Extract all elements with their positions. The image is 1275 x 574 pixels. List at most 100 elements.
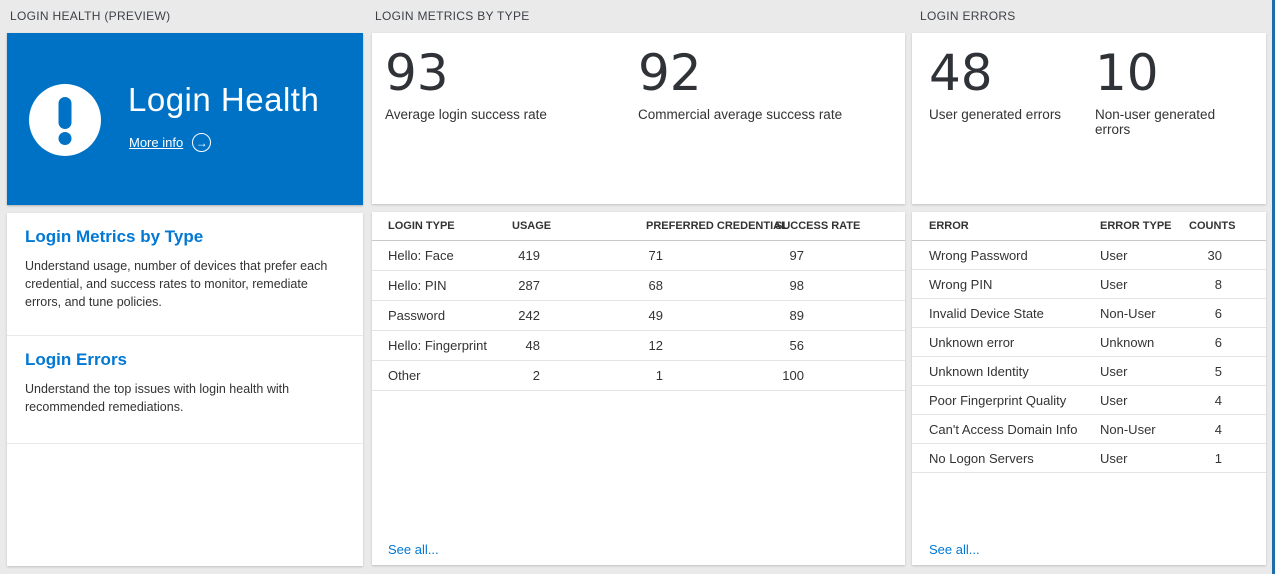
exclamation-circle-icon — [29, 84, 101, 156]
cell-counts: 4 — [1214, 393, 1222, 408]
cell-error-type: Unknown — [1100, 335, 1155, 350]
cell-success-rate: 89 — [789, 308, 804, 323]
stat-label: Non-user generated errors — [1095, 107, 1216, 137]
cell-preferred-credential: 71 — [648, 248, 663, 263]
cell-success-rate: 100 — [782, 368, 804, 383]
cell-login-type: Password — [388, 308, 446, 323]
cell-error-type: User — [1100, 277, 1128, 292]
column-header-success-rate: SUCCESS RATE — [775, 220, 861, 232]
stat-label: Average login success rate — [385, 107, 547, 122]
stat-value: 93 — [385, 44, 449, 102]
cell-error: Can't Access Domain Info — [929, 422, 1078, 437]
metrics-table-body: Hello: Face 419 71 97 Hello: PIN 287 68 … — [372, 241, 905, 391]
cell-preferred-credential: 68 — [648, 278, 663, 293]
cell-counts: 5 — [1214, 364, 1222, 379]
stat-value: 92 — [638, 44, 702, 102]
cell-error-type: Non-User — [1100, 306, 1156, 321]
cell-counts: 4 — [1214, 422, 1222, 437]
table-row: Unknown error Unknown 6 — [912, 328, 1266, 357]
stat-value: 10 — [1095, 44, 1159, 102]
cell-counts: 6 — [1214, 335, 1222, 350]
column-header-preferred-credential: PREFERRED CREDENTIAL — [646, 220, 788, 232]
table-row: Invalid Device State Non-User 6 — [912, 299, 1266, 328]
nav-item-login-errors[interactable]: Login Errors Understand the top issues w… — [7, 336, 363, 444]
cell-counts: 30 — [1207, 248, 1222, 263]
section-header-login-errors: LOGIN ERRORS — [920, 9, 1016, 23]
login-health-tile[interactable]: Login Health More info → — [7, 33, 363, 205]
cell-login-type: Hello: PIN — [388, 278, 447, 293]
cell-error: Unknown Identity — [929, 364, 1029, 379]
stat-non-user-generated-errors: 10 Non-user generated errors — [1095, 43, 1235, 137]
table-row: Unknown Identity User 5 — [912, 357, 1266, 386]
login-metrics-table-card: LOGIN TYPE USAGE PREFERRED CREDENTIAL SU… — [372, 212, 905, 565]
table-row: Other 2 1 100 — [372, 361, 905, 391]
table-row: Wrong PIN User 8 — [912, 270, 1266, 299]
table-row: Wrong Password User 30 — [912, 241, 1266, 270]
column-header-login-type: LOGIN TYPE — [388, 220, 455, 232]
table-row: No Logon Servers User 1 — [912, 444, 1266, 473]
cell-error: Unknown error — [929, 335, 1015, 350]
next-blade-edge — [1272, 0, 1275, 574]
cell-preferred-credential: 49 — [648, 308, 663, 323]
column-header-usage: USAGE — [512, 220, 552, 232]
table-row: Can't Access Domain Info Non-User 4 — [912, 415, 1266, 444]
cell-preferred-credential: 1 — [655, 368, 663, 383]
more-info-link[interactable]: More info — [129, 135, 184, 150]
exclamation-bar — [58, 97, 72, 129]
nav-item-description: Understand usage, number of devices that… — [25, 259, 328, 310]
cell-counts: 8 — [1214, 277, 1222, 292]
nav-item-description: Understand the top issues with login hea… — [25, 382, 290, 415]
table-row: Password 242 49 89 — [372, 301, 905, 331]
section-header-login-metrics: LOGIN METRICS BY TYPE — [375, 9, 530, 23]
table-row: Hello: Fingerprint 48 12 56 — [372, 331, 905, 361]
cell-error-type: User — [1100, 393, 1128, 408]
stat-user-generated-errors: 48 User generated errors — [929, 43, 1061, 122]
table-header-row: LOGIN TYPE USAGE PREFERRED CREDENTIAL SU… — [372, 212, 905, 241]
exclamation-dot — [58, 132, 72, 145]
cell-error: Invalid Device State — [929, 306, 1044, 321]
table-header-row: ERROR ERROR TYPE COUNTS — [912, 212, 1266, 241]
cell-error: Poor Fingerprint Quality — [929, 393, 1067, 408]
login-errors-stats-card: 48 User generated errors 10 Non-user gen… — [912, 33, 1266, 204]
column-header-error: ERROR — [929, 220, 969, 232]
cell-login-type: Hello: Face — [388, 248, 454, 263]
table-row: Hello: Face 419 71 97 — [372, 241, 905, 271]
login-metrics-stats-card: 93 Average login success rate 92 Commerc… — [372, 33, 905, 204]
login-health-nav-card: Login Metrics by Type Understand usage, … — [7, 213, 363, 566]
table-row: Poor Fingerprint Quality User 4 — [912, 386, 1266, 415]
arrow-right-circle-icon[interactable]: → — [192, 133, 212, 152]
stat-value: 48 — [929, 44, 993, 102]
nav-item-login-metrics-by-type[interactable]: Login Metrics by Type Understand usage, … — [7, 213, 363, 336]
section-header-login-health: LOGIN HEALTH (PREVIEW) — [10, 9, 171, 23]
column-header-error-type: ERROR TYPE — [1100, 220, 1172, 232]
stat-average-login-success-rate: 93 Average login success rate — [385, 43, 547, 122]
table-row: Hello: PIN 287 68 98 — [372, 271, 905, 301]
cell-error: Wrong PIN — [929, 277, 993, 292]
cell-usage: 48 — [525, 338, 540, 353]
see-all-link[interactable]: See all... — [388, 542, 439, 557]
column-header-counts: COUNTS — [1189, 220, 1236, 232]
nav-item-title: Login Errors — [25, 350, 128, 369]
cell-login-type: Other — [388, 368, 421, 383]
cell-error-type: User — [1100, 248, 1128, 263]
stat-commercial-average-success-rate: 92 Commercial average success rate — [638, 43, 842, 122]
see-all-link[interactable]: See all... — [929, 542, 980, 557]
cell-usage: 2 — [532, 368, 540, 383]
stat-label: Commercial average success rate — [638, 107, 843, 122]
cell-error-type: Non-User — [1100, 422, 1156, 437]
cell-error: No Logon Servers — [929, 451, 1034, 466]
cell-preferred-credential: 12 — [648, 338, 663, 353]
cell-success-rate: 98 — [789, 278, 804, 293]
nav-item-title: Login Metrics by Type — [25, 227, 204, 246]
login-errors-table-card: ERROR ERROR TYPE COUNTS Wrong Password U… — [912, 212, 1266, 565]
cell-counts: 6 — [1214, 306, 1222, 321]
cell-usage: 242 — [518, 308, 540, 323]
cell-login-type: Hello: Fingerprint — [388, 338, 487, 353]
cell-error-type: User — [1100, 451, 1128, 466]
cell-error: Wrong Password — [929, 248, 1028, 263]
cell-error-type: User — [1100, 364, 1128, 379]
cell-counts: 1 — [1214, 451, 1222, 466]
cell-success-rate: 56 — [789, 338, 804, 353]
more-info-row: More info → — [129, 133, 212, 152]
